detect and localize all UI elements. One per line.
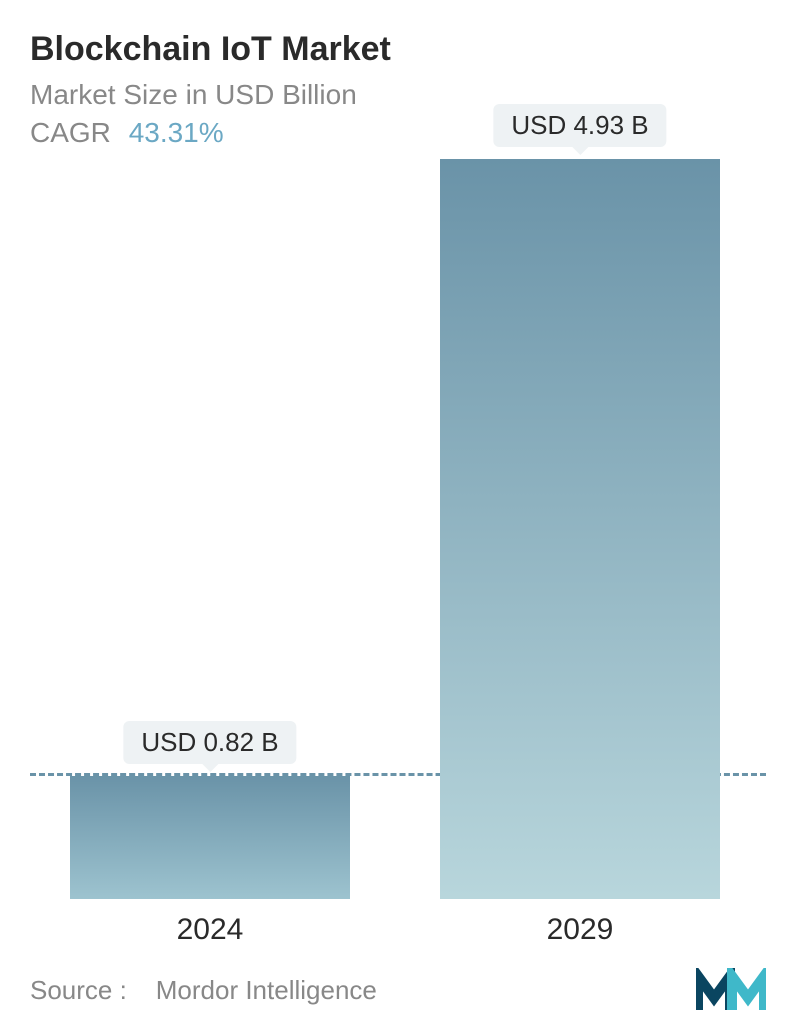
bar-fill — [70, 776, 350, 899]
mordor-logo-icon — [696, 968, 766, 1012]
chart-footer: Source : Mordor Intelligence — [30, 968, 766, 1012]
value-badge-2029: USD 4.93 B — [493, 104, 666, 147]
bar-2024: USD 0.82 B — [70, 776, 350, 899]
bar-fill — [440, 159, 720, 899]
x-label-2024: 2024 — [177, 913, 244, 947]
cagr-label: CAGR — [30, 117, 111, 148]
x-label-2029: 2029 — [547, 913, 614, 947]
bar-2029: USD 4.93 B — [440, 159, 720, 899]
source-attribution: Source : Mordor Intelligence — [30, 975, 377, 1006]
chart-title: Blockchain IoT Market — [30, 30, 766, 69]
value-badge-2024: USD 0.82 B — [123, 721, 296, 764]
cagr-value: 43.31% — [129, 117, 224, 148]
x-axis-labels: 2024 2029 — [30, 905, 766, 965]
source-value: Mordor Intelligence — [156, 975, 377, 1005]
chart-plot-area: USD 0.82 B USD 4.93 B — [30, 159, 766, 899]
source-label: Source : — [30, 975, 127, 1005]
